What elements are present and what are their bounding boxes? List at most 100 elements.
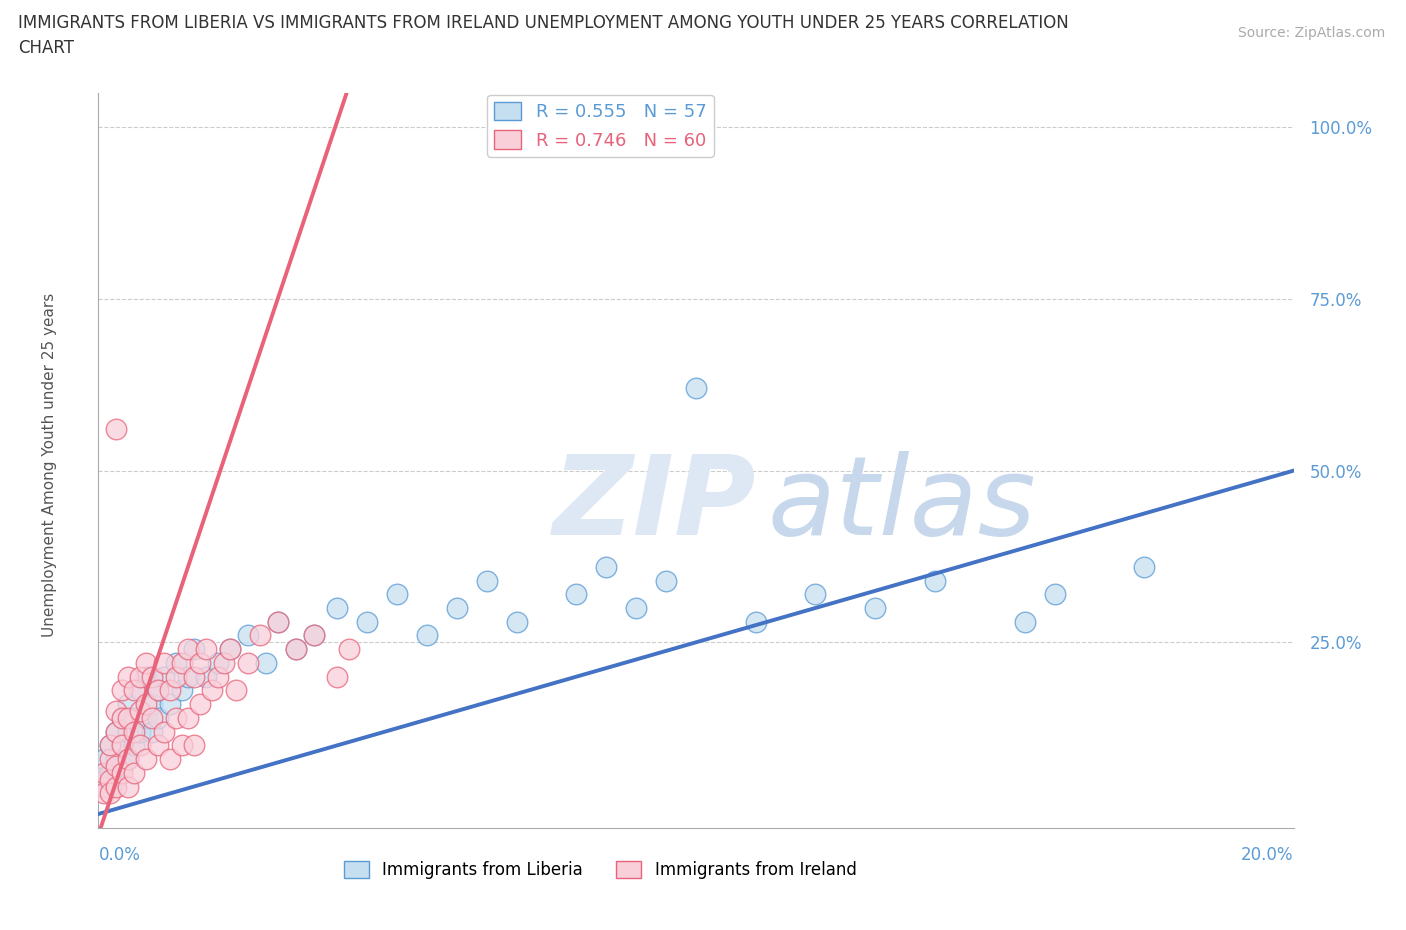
Point: [249, 628, 271, 643]
Point: [326, 601, 349, 616]
Point: [565, 587, 588, 602]
Point: [172, 683, 194, 698]
Point: [117, 711, 139, 725]
Point: [135, 656, 157, 671]
Point: [183, 737, 205, 752]
Text: Unemployment Among Youth under 25 years: Unemployment Among Youth under 25 years: [42, 293, 56, 637]
Point: [195, 670, 218, 684]
Point: [1043, 587, 1066, 602]
Point: [105, 779, 128, 794]
Point: [124, 765, 146, 780]
Point: [655, 573, 678, 588]
Point: [111, 711, 134, 725]
Point: [141, 724, 163, 739]
Point: [506, 615, 529, 630]
Point: [129, 703, 152, 718]
Point: [98, 751, 122, 766]
Point: [302, 628, 325, 643]
Point: [195, 642, 218, 657]
Point: [105, 703, 128, 718]
Point: [188, 656, 211, 671]
Point: [188, 697, 211, 711]
Point: [129, 724, 152, 739]
Point: [212, 656, 235, 671]
Point: [267, 615, 290, 630]
Point: [626, 601, 648, 616]
Point: [111, 759, 134, 774]
Point: [93, 786, 115, 801]
Point: [117, 724, 139, 739]
Point: [446, 601, 468, 616]
Point: [284, 642, 307, 657]
Point: [159, 751, 181, 766]
Point: [117, 779, 139, 794]
Point: [1133, 559, 1156, 574]
Point: [153, 656, 176, 671]
Point: [98, 779, 122, 794]
Point: [105, 751, 128, 766]
Point: [148, 711, 170, 725]
Point: [207, 670, 229, 684]
Point: [148, 737, 170, 752]
Point: [148, 683, 170, 698]
Point: [159, 683, 181, 698]
Point: [105, 422, 128, 437]
Point: [177, 711, 200, 725]
Point: [129, 670, 152, 684]
Point: [135, 697, 157, 711]
Point: [93, 765, 115, 780]
Point: [117, 670, 139, 684]
Point: [105, 772, 128, 787]
Point: [201, 683, 224, 698]
Point: [135, 711, 157, 725]
Point: [98, 737, 122, 752]
Point: [105, 724, 128, 739]
Text: 20.0%: 20.0%: [1241, 846, 1294, 864]
Point: [93, 779, 115, 794]
Point: [254, 656, 277, 671]
Point: [98, 786, 122, 801]
Point: [141, 670, 163, 684]
Point: [804, 587, 827, 602]
Point: [219, 642, 242, 657]
Point: [111, 765, 134, 780]
Text: Source: ZipAtlas.com: Source: ZipAtlas.com: [1237, 26, 1385, 40]
Point: [475, 573, 498, 588]
Point: [117, 751, 139, 766]
Point: [356, 615, 378, 630]
Point: [124, 711, 146, 725]
Point: [111, 711, 134, 725]
Point: [124, 737, 146, 752]
Point: [93, 772, 115, 787]
Point: [339, 642, 361, 657]
Text: IMMIGRANTS FROM LIBERIA VS IMMIGRANTS FROM IRELAND UNEMPLOYMENT AMONG YOUTH UNDE: IMMIGRANTS FROM LIBERIA VS IMMIGRANTS FR…: [18, 14, 1069, 32]
Point: [225, 683, 247, 698]
Legend: Immigrants from Liberia, Immigrants from Ireland: Immigrants from Liberia, Immigrants from…: [337, 854, 863, 885]
Point: [153, 724, 176, 739]
Point: [172, 737, 194, 752]
Text: 0.0%: 0.0%: [98, 846, 141, 864]
Point: [165, 656, 187, 671]
Point: [141, 697, 163, 711]
Point: [165, 711, 187, 725]
Point: [284, 642, 307, 657]
Text: ZIP: ZIP: [553, 451, 756, 558]
Point: [159, 697, 181, 711]
Point: [207, 656, 229, 671]
Point: [219, 642, 242, 657]
Point: [595, 559, 617, 574]
Point: [165, 670, 187, 684]
Point: [98, 765, 122, 780]
Point: [129, 737, 152, 752]
Point: [135, 670, 157, 684]
Point: [172, 656, 194, 671]
Point: [236, 628, 259, 643]
Point: [98, 737, 122, 752]
Point: [111, 683, 134, 698]
Point: [416, 628, 439, 643]
Point: [267, 615, 290, 630]
Point: [1014, 615, 1036, 630]
Point: [111, 737, 134, 752]
Point: [177, 670, 200, 684]
Point: [924, 573, 946, 588]
